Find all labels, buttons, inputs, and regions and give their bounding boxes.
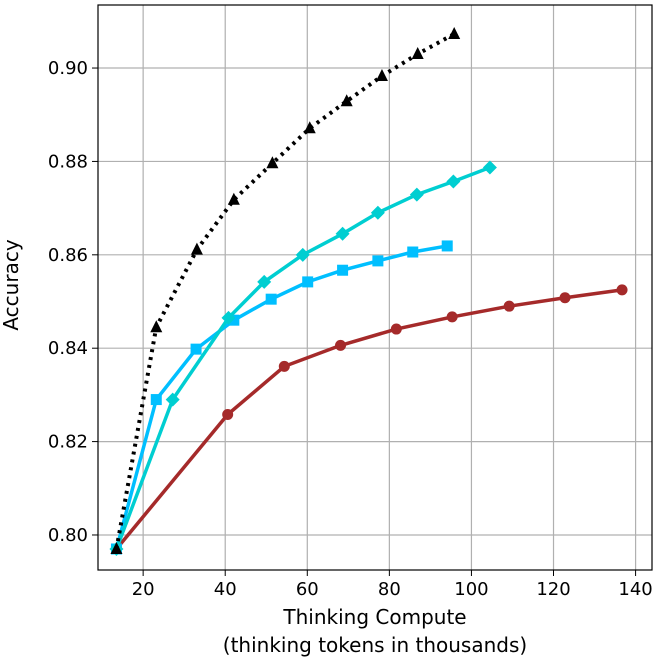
marker-teal — [335, 226, 350, 241]
marker-blue — [372, 255, 384, 267]
x-tick-label: 80 — [378, 579, 401, 600]
x-tick-label: 100 — [454, 579, 488, 600]
marker-black — [411, 47, 424, 60]
marker-black — [375, 68, 388, 81]
x-tick-label: 60 — [296, 579, 319, 600]
marker-blue — [441, 240, 453, 252]
x-axis-label-sub: (thinking tokens in thousands) — [223, 633, 527, 657]
marker-blue — [150, 394, 162, 406]
marker-black — [227, 192, 240, 205]
marker-teal — [370, 205, 385, 220]
marker-black — [266, 156, 279, 169]
marker-teal — [165, 392, 180, 407]
marker-blue — [337, 264, 349, 276]
y-tick-label: 0.86 — [48, 245, 88, 266]
x-tick-label: 120 — [536, 579, 570, 600]
marker-black — [190, 242, 203, 255]
y-axis-label: Accuracy — [0, 239, 23, 330]
y-tick-label: 0.88 — [48, 151, 88, 172]
marker-red — [390, 323, 402, 335]
marker-black — [448, 26, 461, 39]
y-tick-label: 0.90 — [48, 58, 88, 79]
marker-red — [446, 311, 458, 323]
marker-red — [616, 284, 628, 296]
y-tick-label: 0.80 — [48, 525, 88, 546]
marker-black — [303, 121, 316, 134]
marker-red — [503, 300, 515, 312]
series-line-red — [115, 288, 623, 551]
grid — [98, 5, 652, 570]
marker-teal — [257, 274, 272, 289]
marker-red — [278, 360, 290, 372]
x-tick-label: 40 — [214, 579, 237, 600]
x-tick-label: 20 — [132, 579, 155, 600]
marker-blue — [407, 246, 419, 258]
marker-black — [150, 320, 163, 333]
series-group — [109, 26, 628, 556]
marker-teal — [446, 174, 461, 189]
marker-blue — [265, 293, 277, 305]
series-line-blue — [114, 244, 448, 550]
marker-red — [222, 409, 234, 421]
ticks: 20 40 60 80 100 120 140 0.80 0.82 0.84 0.86 0.88 0.9… — [48, 58, 653, 600]
x-axis-label: Thinking Compute — [282, 605, 466, 629]
series-line-teal — [114, 165, 491, 550]
marker-blue — [302, 276, 314, 288]
y-tick-label: 0.82 — [48, 432, 88, 453]
y-tick-label: 0.84 — [48, 338, 88, 359]
marker-red — [335, 339, 347, 351]
marker-red — [559, 292, 571, 304]
marker-teal — [409, 187, 424, 202]
marker-blue — [190, 343, 202, 355]
marker-blue — [228, 314, 240, 326]
marker-teal — [482, 160, 497, 175]
marker-teal — [221, 310, 236, 325]
x-tick-label: 140 — [618, 579, 652, 600]
marker-black — [340, 94, 353, 107]
marker-teal — [295, 247, 310, 262]
plot-frame — [97, 4, 653, 571]
marker-black — [110, 541, 123, 554]
